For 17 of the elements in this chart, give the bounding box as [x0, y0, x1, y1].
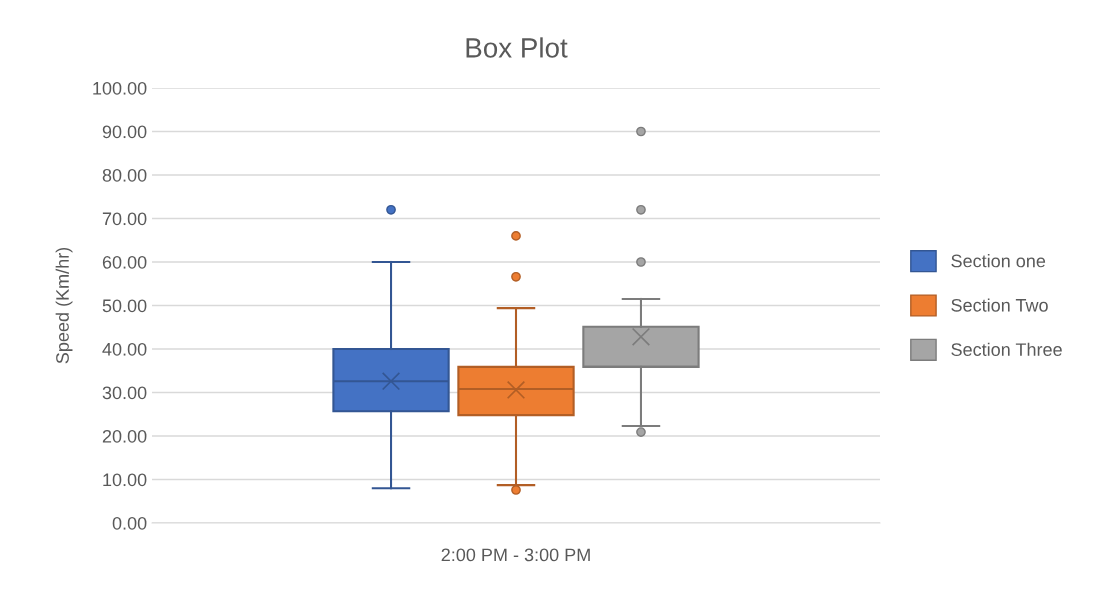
chart-title: Box Plot: [466, 37, 568, 58]
y-tick-label: 80.00: [102, 168, 147, 182]
y-tick-label: 40.00: [102, 342, 147, 356]
y-tick-label: 30.00: [102, 386, 147, 400]
y-tick-label: 0.00: [112, 516, 147, 530]
y-tick-label: 20.00: [102, 429, 147, 443]
y-tick-label: 10.00: [103, 473, 147, 487]
legend-label: Section Two: [951, 298, 1048, 312]
legend-label: Section one: [951, 254, 1046, 268]
y-tick-label: 50.00: [102, 299, 147, 313]
x-tick-label: 2:00 PM - 3:00 PM: [441, 548, 590, 562]
y-tick-label: 70.00: [102, 212, 147, 226]
y-tick-label: 60.00: [102, 255, 147, 269]
y-tick-label: 90.00: [102, 125, 147, 139]
y-tick-label: 100.00: [93, 81, 147, 95]
y-axis-title: Speed (Km/hr): [55, 247, 73, 364]
legend-label: Section Three: [951, 342, 1062, 357]
